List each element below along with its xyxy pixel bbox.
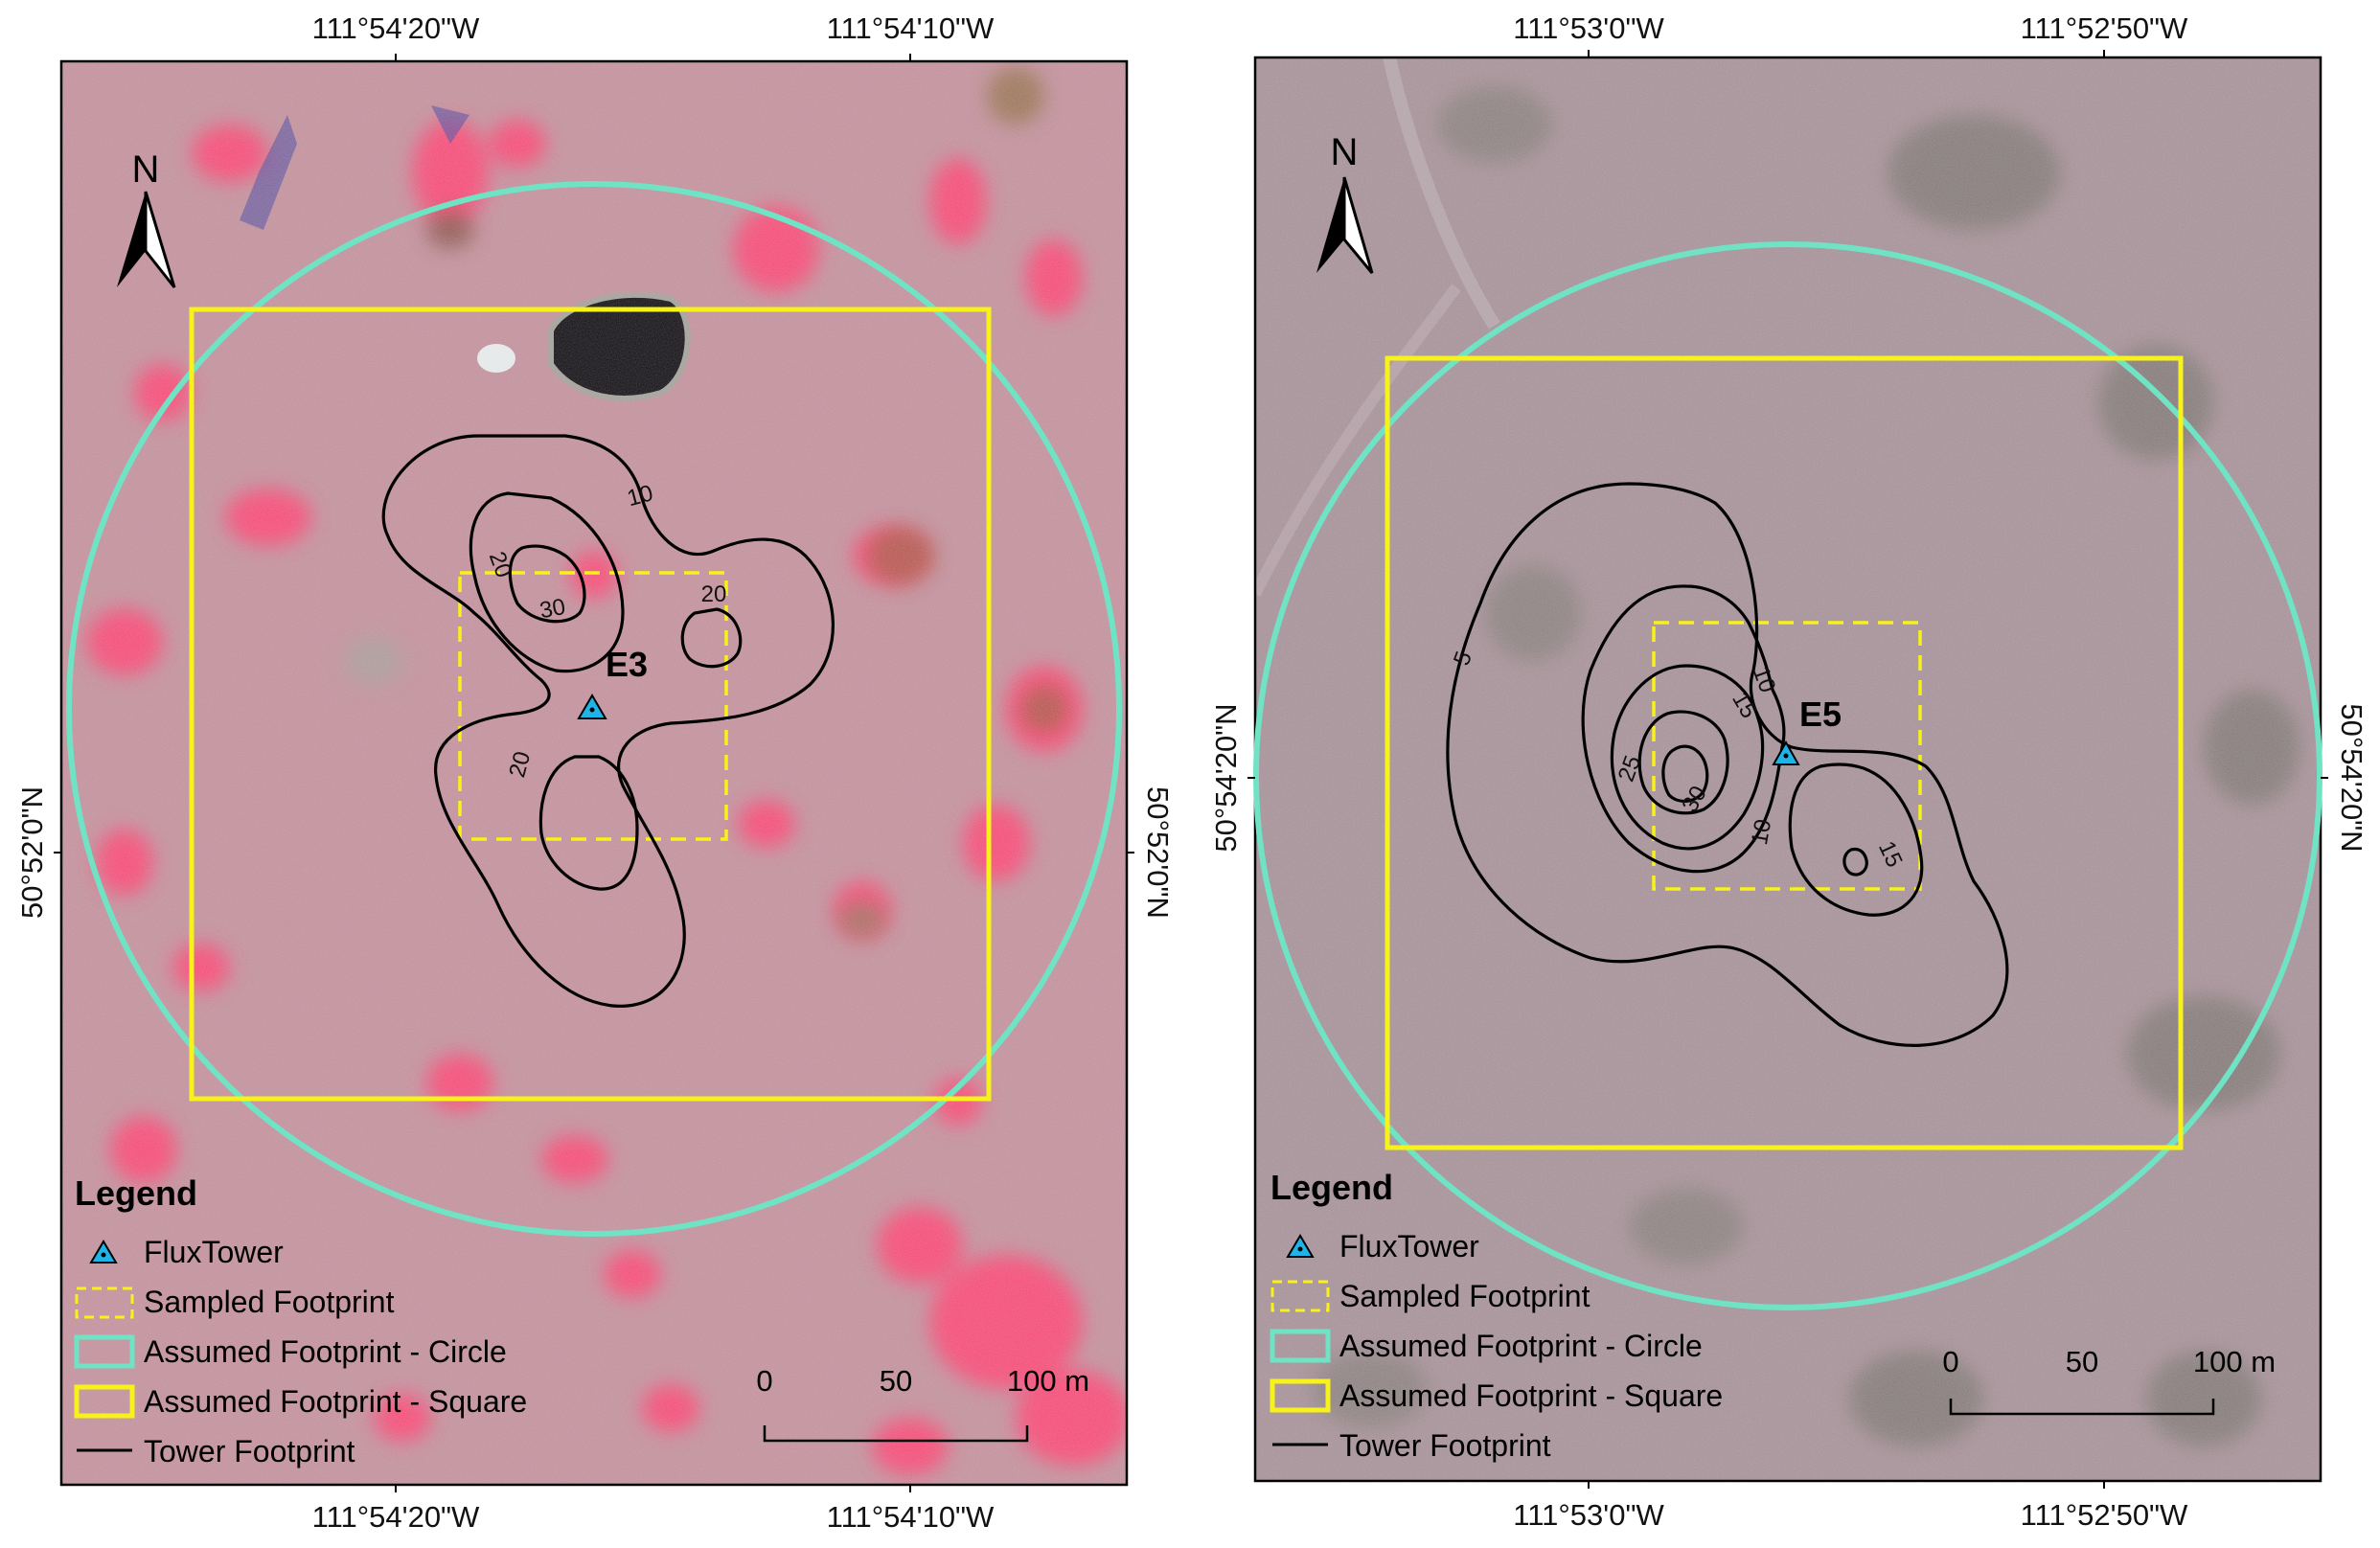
scale-label: 50: [2066, 1345, 2098, 1378]
legend: Legend FluxTower Sampled Footprint Assum…: [1270, 1168, 1723, 1463]
north-label: N: [1331, 131, 1359, 173]
legend-item-label: Assumed Footprint - Square: [1339, 1378, 1723, 1413]
longitude-label: 111°54'20"W: [312, 1500, 480, 1534]
longitude-label: 111°54'10"W: [827, 1500, 995, 1534]
legend-item-label: Assumed Footprint - Square: [144, 1384, 527, 1419]
dashed-square-icon: [75, 1286, 134, 1319]
tower-footprint-contours: [1446, 482, 2009, 1047]
longitude-label: 111°54'10"W: [827, 11, 995, 45]
imagery-texture: [1255, 57, 2321, 1481]
north-label: N: [132, 148, 160, 191]
contour-label: 10: [1747, 817, 1776, 847]
tower-footprint-contours: [381, 434, 835, 1008]
longitude-label: 111°52'50"W: [2021, 11, 2188, 45]
longitude-label: 111°53'0"W: [1513, 1498, 1664, 1532]
latitude-label: 50°52'0"N: [1141, 786, 1175, 919]
scale-label: 0: [1942, 1345, 1958, 1378]
contour-label: 30: [538, 594, 567, 624]
assumed-footprint-circle: [1253, 241, 2323, 1310]
imagery-texture: [61, 61, 1127, 1485]
map-panel-e5: 5 10 15 25 30 10 15 E5 N 0 50 100 m Lege…: [1209, 11, 2369, 1532]
triangle-icon: [1286, 1234, 1315, 1258]
legend: Legend FluxTower Sampled Footprint Assum…: [74, 1173, 527, 1468]
scale-bar: 0 50 100 m: [756, 1364, 1089, 1443]
north-arrow: N: [1316, 131, 1374, 274]
scale-label: 0: [756, 1364, 772, 1398]
longitude-label: 111°54'20"W: [312, 11, 480, 45]
north-arrow-icon: [1316, 177, 1344, 273]
scale-label: 100 m: [1007, 1364, 1089, 1398]
north-arrow-icon: [1342, 176, 1374, 274]
flux-tower-e5: E5: [1772, 694, 1842, 765]
latitude-label: 50°54'20"N: [2335, 703, 2369, 852]
cyan-box-icon: [1270, 1329, 1331, 1363]
north-arrow-icon: [144, 191, 176, 288]
imagery-e3: [61, 61, 1127, 1485]
longitude-label: 111°53'0"W: [1513, 11, 1664, 45]
scale-bar: 0 50 100 m: [1942, 1345, 2276, 1416]
legend-item-label: FluxTower: [1339, 1229, 1479, 1263]
assumed-footprint-square: [1385, 355, 2184, 1150]
legend-item-label: FluxTower: [144, 1235, 284, 1269]
contour-label: 20: [701, 581, 727, 607]
legend-item-label: Sampled Footprint: [144, 1285, 395, 1319]
legend-title: Legend: [75, 1173, 197, 1213]
sampled-footprint: [1652, 621, 1922, 891]
legend-item-label: Tower Footprint: [144, 1434, 355, 1468]
flux-tower-e3: E3: [577, 645, 648, 719]
assumed-footprint-circle: [66, 181, 1122, 1237]
assumed-footprint-square: [189, 307, 992, 1102]
yellow-box-icon: [74, 1384, 135, 1419]
sampled-footprint: [458, 571, 728, 841]
scale-label: 100 m: [2193, 1345, 2276, 1378]
legend-title: Legend: [1270, 1168, 1393, 1207]
map-panel-e3: 10 20 30 20 20 E3 N 0 50 100 m Legend Fl…: [15, 11, 1175, 1534]
latitude-label: 50°52'0"N: [15, 786, 49, 919]
legend-item-label: Sampled Footprint: [1339, 1279, 1590, 1313]
triangle-icon: [577, 694, 607, 719]
legend-item-label: Tower Footprint: [1339, 1428, 1551, 1463]
cyan-box-icon: [74, 1334, 135, 1369]
dashed-square-icon: [1270, 1280, 1330, 1312]
imagery-e5: [1255, 57, 2321, 1481]
graticule-labels-e5: 111°53'0"W 111°52'50"W 111°53'0"W 111°52…: [1209, 11, 2369, 1532]
map-frame: [59, 59, 1129, 1487]
site-label: E3: [606, 645, 648, 684]
north-arrow: N: [117, 148, 176, 288]
legend-item-label: Assumed Footprint - Circle: [144, 1334, 507, 1369]
yellow-box-icon: [1270, 1378, 1331, 1413]
graticule-labels-e3: 111°54'20"W 111°54'10"W 111°54'20"W 111°…: [15, 11, 1175, 1534]
scale-label: 50: [880, 1364, 912, 1398]
triangle-icon: [89, 1240, 118, 1263]
legend-item-label: Assumed Footprint - Circle: [1339, 1329, 1703, 1363]
longitude-label: 111°52'50"W: [2021, 1498, 2188, 1532]
latitude-label: 50°54'20"N: [1209, 703, 1243, 852]
site-label: E5: [1799, 694, 1842, 734]
north-arrow-icon: [117, 192, 146, 287]
